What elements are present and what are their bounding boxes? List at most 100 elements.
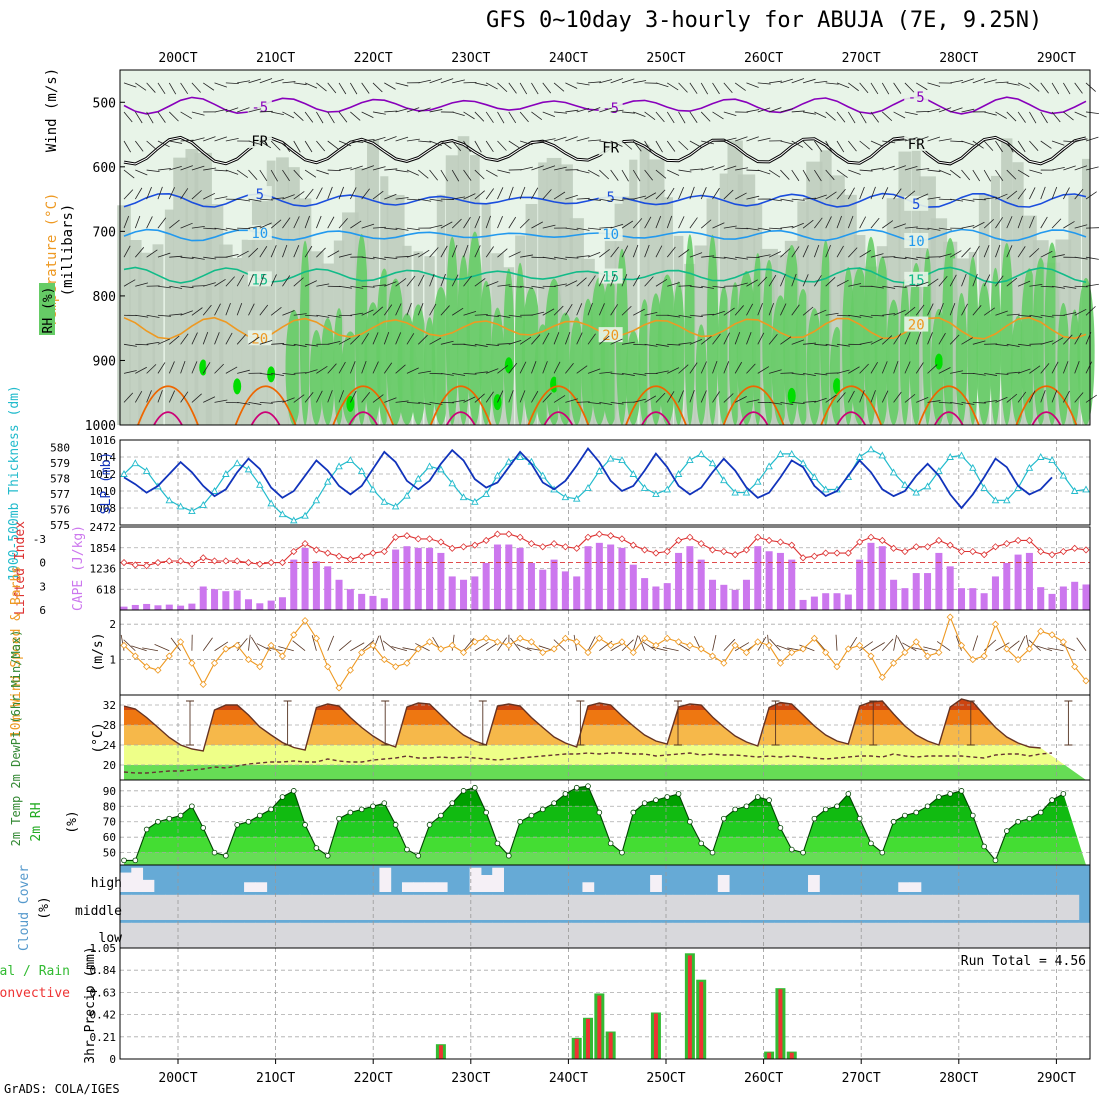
wind-barb xyxy=(327,390,333,403)
wind10m-marker xyxy=(878,673,886,681)
wind-barb xyxy=(1006,190,1018,200)
wind10m-tick: 1 xyxy=(109,654,116,667)
wind-barb xyxy=(225,332,233,345)
wind-barb xyxy=(972,198,986,201)
wind-barb xyxy=(983,245,990,258)
wind-barb xyxy=(746,399,760,403)
wind-barb xyxy=(712,165,725,171)
cloud-clear-high xyxy=(255,882,268,892)
thickness-marker xyxy=(244,465,253,473)
rh-legend-swatch xyxy=(39,283,55,335)
cloud-clear-low xyxy=(334,922,347,948)
slp-tick: 1008 xyxy=(90,502,117,515)
thickness-marker xyxy=(301,511,309,519)
wind-barb xyxy=(123,343,137,347)
wind-barb xyxy=(1051,218,1062,229)
cloud-clear-middle xyxy=(886,894,899,920)
wind-barb xyxy=(338,390,345,403)
cloud-clear-low xyxy=(650,922,662,948)
wind10m-barb xyxy=(327,635,335,651)
rh-marker xyxy=(370,803,376,810)
wind-barb xyxy=(701,285,715,289)
wind-barb xyxy=(395,256,409,258)
date-tick-top: 26OCT xyxy=(744,51,783,66)
wind-barb xyxy=(203,192,216,200)
wind-barb xyxy=(395,169,409,173)
cloud-clear-middle xyxy=(401,894,414,920)
wind-barb xyxy=(1040,140,1052,149)
cape-bar xyxy=(901,588,909,610)
rh-marker xyxy=(426,822,433,828)
precip-panel xyxy=(120,947,1090,1060)
cloud-clear-middle xyxy=(582,894,595,920)
wind-barb xyxy=(418,198,432,202)
rh-shade xyxy=(629,159,638,425)
wind-barb xyxy=(361,285,375,288)
wind10m-marker xyxy=(380,656,388,664)
wind-barb xyxy=(338,218,348,229)
wind-barb xyxy=(327,216,335,229)
wind-barb xyxy=(814,397,827,403)
run-total-label: Run Total = 4.56 xyxy=(961,954,1086,969)
thickness-marker xyxy=(1048,456,1056,464)
wind-barb xyxy=(531,311,545,316)
wind-barb xyxy=(655,215,662,229)
wind-barb xyxy=(463,193,476,200)
wind-barb xyxy=(542,82,552,94)
wind-barb xyxy=(972,221,985,229)
cloud-clear-low xyxy=(593,922,606,948)
wind-barb xyxy=(1051,186,1058,200)
wind10m-barb xyxy=(757,636,767,651)
cape-bar xyxy=(426,547,434,610)
wind-barb xyxy=(1063,140,1077,143)
wind-barb xyxy=(452,196,466,200)
wind-barb xyxy=(893,361,899,374)
thickness-marker xyxy=(165,496,174,504)
wind-barb xyxy=(134,390,143,403)
rh-marker xyxy=(766,797,772,803)
wind-barb xyxy=(791,339,805,345)
cape-bar xyxy=(154,605,162,610)
wind-barb xyxy=(859,250,871,258)
rh-marker xyxy=(551,800,557,806)
wind-barb xyxy=(995,169,1004,181)
thickness-marker xyxy=(1059,471,1068,479)
cape-bar xyxy=(731,589,739,610)
wind-barb xyxy=(316,247,326,258)
li-marker xyxy=(584,533,592,541)
isotherm-label: 10 xyxy=(908,234,925,250)
wind10m-marker xyxy=(584,648,592,657)
wind10m-marker xyxy=(414,645,422,653)
wind-barb xyxy=(293,82,307,86)
wind-barb xyxy=(508,340,522,345)
wind10m-barb xyxy=(1059,643,1075,652)
wind-barb xyxy=(995,310,1008,316)
wind-barb xyxy=(474,343,488,347)
wind-barb xyxy=(293,313,307,316)
wind-barb xyxy=(938,253,952,258)
wind-barb xyxy=(463,81,477,84)
cloud-clear-middle xyxy=(356,894,369,920)
wind-barb xyxy=(927,364,938,374)
wind-barb xyxy=(689,186,695,200)
wind10m-barb xyxy=(402,647,419,652)
li-marker xyxy=(403,532,411,540)
wind10m-barb xyxy=(1076,637,1087,651)
thickness-marker xyxy=(471,497,479,505)
wind-barb xyxy=(429,140,442,146)
wind-barb xyxy=(870,186,876,200)
wind-barb xyxy=(565,331,571,345)
date-tick-top: 21OCT xyxy=(256,51,295,66)
wind-barb xyxy=(463,111,475,120)
wind-barb xyxy=(701,313,715,316)
wind-barb xyxy=(984,372,998,376)
wind-barb xyxy=(327,314,341,318)
wind10m-marker xyxy=(742,648,751,657)
precip-legend-conv: Convective xyxy=(0,986,70,1001)
isotherm-label: 5 xyxy=(606,190,614,206)
wind-barb xyxy=(655,189,666,200)
wind-barb xyxy=(372,394,384,403)
wind-barb xyxy=(780,169,790,180)
wind-barb xyxy=(440,169,449,182)
